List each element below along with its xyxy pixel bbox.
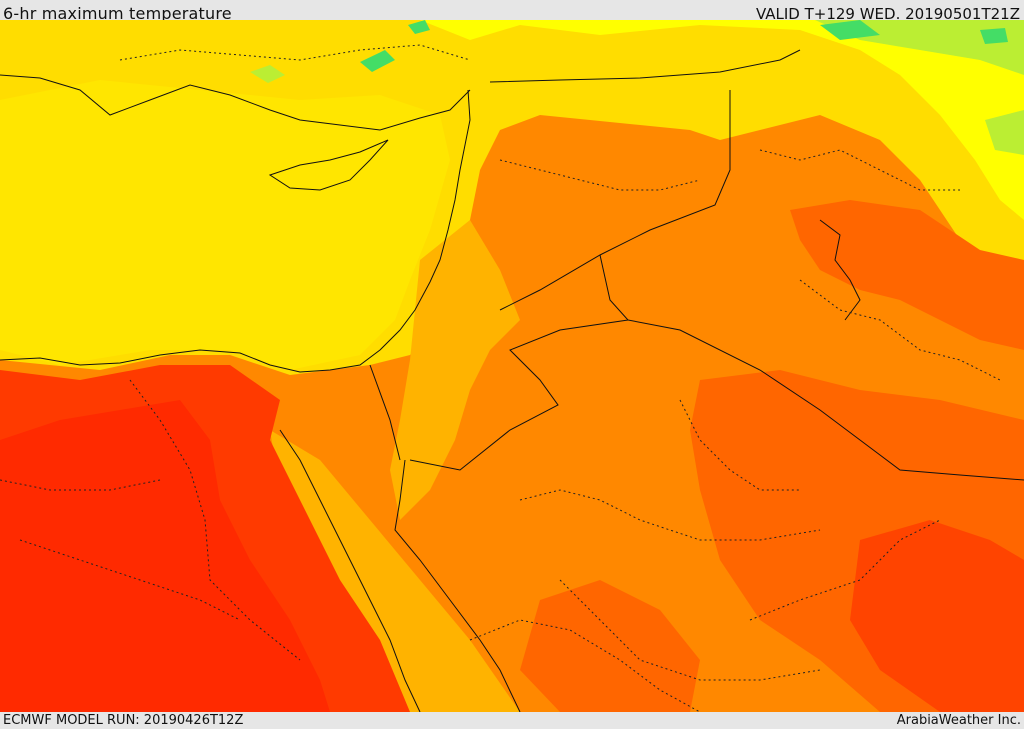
- temp-zone-green-1: [250, 65, 285, 83]
- dotted-border-2: [0, 479, 161, 491]
- coastline-cyprus: [268, 139, 389, 191]
- dotted-border-11: [469, 619, 701, 712]
- dotted-borders: [0, 44, 1001, 712]
- temp-zone-green-2: [360, 50, 395, 72]
- dotted-border-9: [119, 44, 471, 61]
- dotted-border-10: [499, 159, 701, 191]
- solid-borders: [369, 49, 1024, 481]
- border-saudi-iraq: [627, 319, 1024, 481]
- valid-time-label: VALID T+129 WED. 20190501T21Z: [755, 5, 1020, 23]
- temp-zone-green-5: [820, 20, 880, 40]
- temp-zone-deep-red-africa: [0, 400, 330, 712]
- border-egypt-israel: [369, 364, 401, 461]
- border-iraq-north: [489, 49, 801, 83]
- header-bar: 6-hr maximum temperature VALID T+129 WED…: [0, 0, 1024, 23]
- temp-zone-red-orange-east: [850, 520, 1024, 712]
- coastline-red-sea-east: [394, 459, 521, 712]
- dotted-border-6: [749, 519, 941, 621]
- border-jordan-saudi: [409, 254, 629, 471]
- dotted-border-1: [129, 379, 301, 661]
- coastline-persian-gulf: [819, 219, 861, 321]
- dotted-border-5: [559, 579, 821, 681]
- temp-zone-sea-yellow: [0, 80, 450, 370]
- temp-zone-dark-orange-arabia: [520, 580, 700, 712]
- temperature-map[interactable]: [0, 20, 1024, 712]
- coastline-red-sea-west: [279, 429, 421, 712]
- dotted-border-12: [679, 399, 800, 491]
- credit-label: ArabiaWeather Inc.: [896, 713, 1021, 728]
- model-run-label: ECMWF MODEL RUN: 20190426T12Z: [3, 713, 244, 728]
- temp-zone-green-7: [985, 110, 1024, 155]
- coastlines: [0, 74, 861, 712]
- dotted-border-4: [519, 489, 821, 541]
- map-title: 6-hr maximum temperature: [3, 4, 232, 23]
- temp-zone-green-3: [408, 20, 430, 34]
- map-canvas: [0, 20, 1024, 712]
- border-syria-iraq: [499, 90, 731, 311]
- footer-bar: ECMWF MODEL RUN: 20190426T12Z ArabiaWeat…: [0, 712, 1024, 729]
- coastline-north-africa: [0, 89, 471, 373]
- temp-zone-light-orange-redsea: [270, 430, 520, 712]
- temp-zone-green-6: [980, 28, 1008, 44]
- dotted-border-3: [19, 539, 241, 621]
- coastline-turkey-south: [0, 74, 471, 131]
- dotted-border-8: [799, 279, 1001, 381]
- temp-zone-dark-orange-iraq: [790, 200, 1024, 350]
